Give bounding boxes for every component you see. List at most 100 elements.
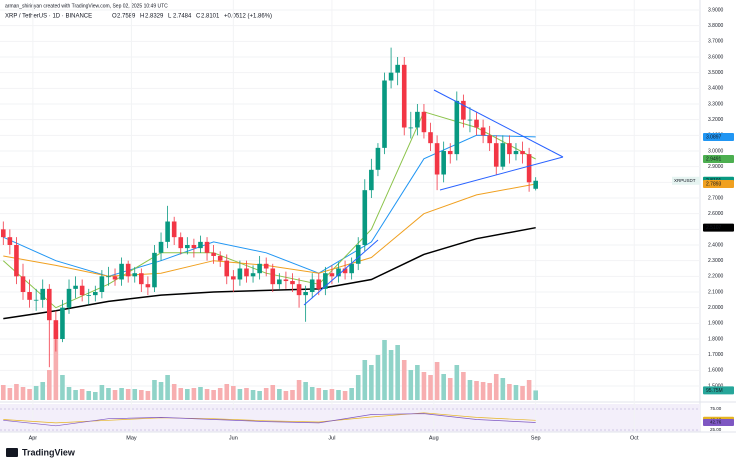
candle-body [204,241,210,253]
price-tag-label: 2.7893 [706,181,722,187]
x-tick-label: Jul [328,435,335,441]
volume-bar [40,382,46,400]
change: +0.0512 (+1.86%) [224,14,272,20]
volume-bar [198,387,203,400]
volume-bar [349,388,354,400]
volume-bar [270,385,276,400]
volume-bar [447,378,453,400]
candle-body [165,221,170,242]
moving-average [3,226,536,320]
volume-bar [231,386,236,400]
candle-body [447,151,453,155]
y-tick-label: 2.4000 [708,242,724,248]
candle-body [493,143,499,167]
candle-body [93,292,98,296]
candle-body [408,127,414,129]
volume-bar [487,383,492,400]
candle-body [362,190,368,245]
volume-bar [461,372,466,400]
volume-bar [329,389,335,400]
volume-bar [263,388,269,400]
symbol-tag [672,176,700,185]
volume-bar [224,384,230,400]
volume-bar [342,391,348,400]
volume-bar [290,390,295,400]
candle-body [441,151,446,175]
y-tick-label: 3.2000 [708,117,724,123]
candle-body [60,307,65,339]
drawn-trendlines [303,89,564,306]
candle-body [178,237,184,249]
volume-bar [112,390,118,400]
volume-bar [217,388,223,400]
price-tag [703,132,734,141]
y-tick-label: 2.2000 [708,274,724,280]
price-tag-label: 2.9491 [706,156,722,162]
x-tick-label: Jun [229,435,238,441]
volume-bar [480,382,486,400]
price-tag-label: 2.5107 [706,225,722,231]
x-tick-label: Oct [630,435,639,441]
volume-bar [139,390,144,400]
candle-body [415,111,420,128]
candle-body [27,292,32,300]
volume-bar [415,365,420,400]
y-tick-label: 2.0000 [708,305,724,311]
candle-body [224,260,230,277]
candle-body [86,295,92,296]
volume-tag [703,386,734,395]
volume-bar [500,378,506,400]
ohlc-key: H [140,14,144,20]
y-tick-label: 3.6000 [708,54,724,60]
volume-bar [66,387,72,400]
candle-body [14,245,19,277]
candle-body [73,285,78,289]
x-tick-label: Apr [29,435,38,441]
volume-bar [250,390,256,400]
volume-bar [434,362,440,400]
candle-body [526,154,532,183]
trendline [433,89,564,158]
x-tick-label: May [126,435,137,441]
volume-bar [79,389,85,400]
price-tag [703,154,734,163]
ohlc-header: O 2.7589 H 2.8329 L 2.7484 C 2.8101 +0.0512 (+1.… [112,14,272,20]
volume-bar [165,375,170,400]
candle-body [323,273,328,289]
candle-body [119,263,124,280]
candle-body [145,284,151,288]
y-tick-label: 3.5000 [708,70,724,76]
volume-tag-label: 95.75M [706,388,723,394]
volume-bar [33,386,39,400]
volume-bar [60,375,65,400]
candle-body [388,72,394,81]
volume-bar [323,390,328,400]
volume-bar [441,374,446,400]
y-tick-label: 2.3000 [708,258,724,264]
candle-body [211,252,216,256]
volume-bar [0,385,6,400]
candle-body [152,252,157,288]
volume-bar [421,372,427,400]
volume-bar [53,330,59,400]
price-tag-label: 3.0897 [706,134,722,140]
volume-bar [309,387,315,400]
candle-body [520,151,525,155]
symbol: XRP / TetherUS · 1D · BINANCE [5,14,92,20]
volume-bar [27,389,32,400]
candle-body [349,263,354,274]
volume-bar [428,375,433,400]
volume-bar [46,370,52,400]
candle-body [79,285,85,296]
volume-bar [526,380,532,400]
candle-body [474,119,479,128]
volume-bar [395,345,400,400]
ohlc-value: 2.8329 [145,14,164,20]
candle-body [257,263,262,274]
y-tick-label: 1.8000 [708,336,724,342]
candle-body [309,279,315,292]
volume-bar [119,388,124,400]
candle-body [290,281,295,285]
x-tick-label: Sep [531,435,541,441]
